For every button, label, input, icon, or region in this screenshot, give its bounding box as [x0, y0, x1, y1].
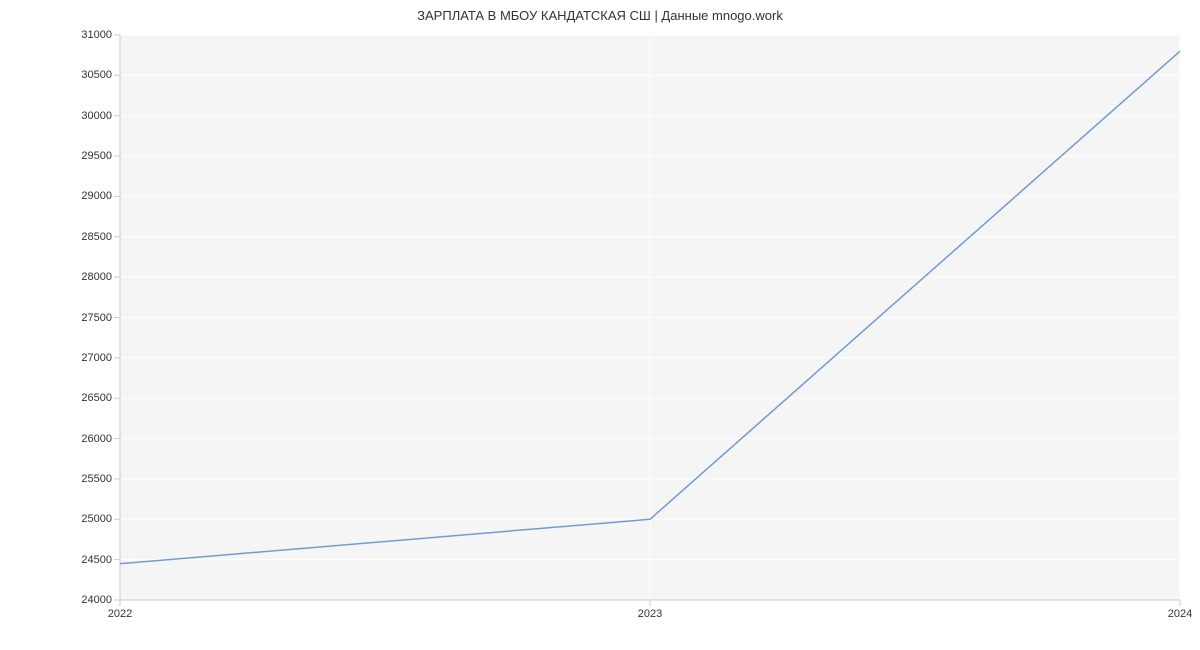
y-tick-label: 26500 — [81, 392, 112, 404]
line-chart: ЗАРПЛАТА В МБОУ КАНДАТСКАЯ СШ | Данные m… — [0, 0, 1200, 650]
y-tick-label: 30500 — [81, 69, 112, 81]
x-tick-label: 2024 — [1168, 608, 1192, 620]
plot-area: 2400024500250002550026000265002700027500… — [120, 35, 1180, 600]
y-tick-label: 30000 — [81, 110, 112, 122]
chart-title: ЗАРПЛАТА В МБОУ КАНДАТСКАЯ СШ | Данные m… — [0, 8, 1200, 23]
y-tick-label: 25000 — [81, 513, 112, 525]
y-tick-label: 24500 — [81, 554, 112, 566]
y-tick-label: 31000 — [81, 29, 112, 41]
y-tick-label: 27000 — [81, 352, 112, 364]
y-tick-label: 28000 — [81, 271, 112, 283]
x-tick-label: 2022 — [108, 608, 132, 620]
y-tick-label: 28500 — [81, 231, 112, 243]
y-tick-label: 26000 — [81, 433, 112, 445]
x-tick-label: 2023 — [638, 608, 662, 620]
y-tick-label: 29000 — [81, 190, 112, 202]
y-tick-label: 29500 — [81, 150, 112, 162]
y-tick-label: 25500 — [81, 473, 112, 485]
y-tick-label: 24000 — [81, 594, 112, 606]
y-tick-label: 27500 — [81, 312, 112, 324]
